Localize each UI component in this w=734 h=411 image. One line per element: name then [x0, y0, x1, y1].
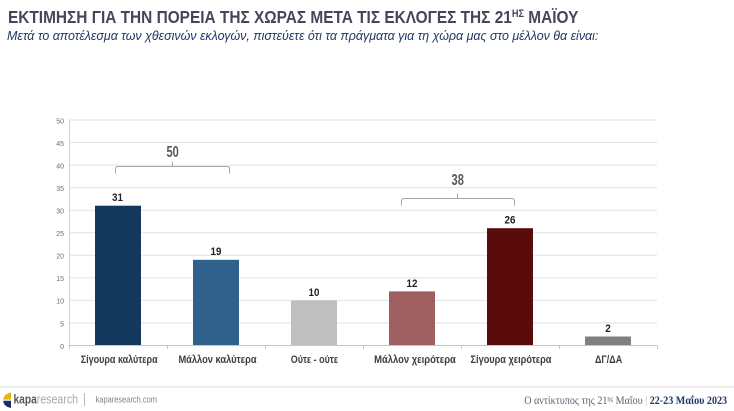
svg-text:Σίγουρα καλύτερα: Σίγουρα καλύτερα: [81, 354, 158, 366]
svg-text:Σίγουρα χειρότερα: Σίγουρα χειρότερα: [471, 354, 552, 366]
svg-text:19: 19: [211, 246, 222, 258]
svg-text:research: research: [37, 392, 78, 407]
svg-text:50: 50: [166, 144, 178, 161]
svg-text:20: 20: [56, 254, 64, 261]
svg-text:ΔΓ/ΔΑ: ΔΓ/ΔΑ: [595, 354, 622, 366]
svg-text:40: 40: [56, 163, 64, 170]
svg-text:5: 5: [60, 321, 64, 328]
svg-text:31: 31: [112, 192, 123, 204]
svg-text:Ούτε - ούτε: Ούτε - ούτε: [291, 354, 339, 366]
svg-text:26: 26: [505, 215, 516, 227]
svg-text:50: 50: [56, 118, 64, 125]
svg-text:2: 2: [605, 323, 611, 335]
svg-text:0: 0: [60, 344, 64, 351]
svg-text:25: 25: [56, 231, 64, 238]
svg-text:12: 12: [407, 278, 418, 290]
svg-text:Μάλλον καλύτερα: Μάλλον καλύτερα: [178, 354, 256, 366]
svg-text:10: 10: [56, 299, 64, 306]
svg-text:kapa: kapa: [14, 392, 38, 407]
svg-text:45: 45: [56, 141, 64, 148]
svg-text:35: 35: [56, 186, 64, 193]
svg-text:30: 30: [56, 209, 64, 216]
svg-text:15: 15: [56, 276, 64, 283]
svg-text:10: 10: [309, 287, 320, 299]
svg-text:Μάλλον χειρότερα: Μάλλον χειρότερα: [374, 354, 456, 366]
svg-text:38: 38: [452, 172, 464, 189]
svg-text:kaparesearch.com: kaparesearch.com: [96, 395, 157, 406]
